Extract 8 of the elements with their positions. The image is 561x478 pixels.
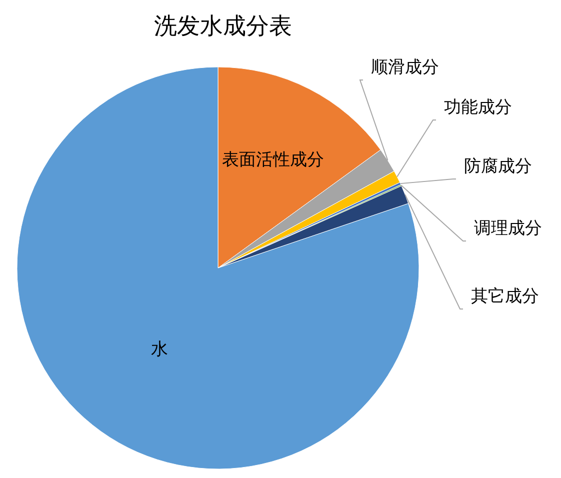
slice-label: 表面活性成分 <box>222 150 324 170</box>
slice-label: 顺滑成分 <box>371 58 439 78</box>
slice-label: 水 <box>150 339 168 360</box>
slice-label: 调理成分 <box>474 218 542 239</box>
slice-label: 其它成分 <box>471 286 539 307</box>
slice-label: 功能成分 <box>444 98 512 118</box>
chart-title: 洗发水成分表 <box>154 13 292 40</box>
slice-label: 防腐成分 <box>464 156 532 177</box>
